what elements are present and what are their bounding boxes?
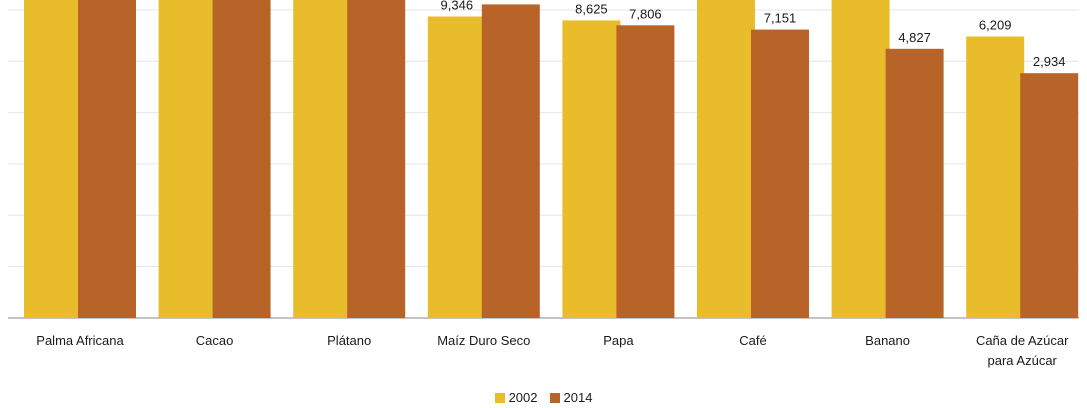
category-label-5: Café bbox=[739, 333, 766, 348]
legend-swatch-2002 bbox=[494, 392, 505, 403]
data-label-2002-7: 6,209 bbox=[979, 18, 1012, 33]
legend-label-2014: 2014 bbox=[563, 390, 593, 405]
category-label-7: Caña de Azúcar para Azúcar bbox=[976, 333, 1069, 368]
bar-2002-4 bbox=[562, 20, 621, 319]
category-label-line: para Azúcar bbox=[988, 353, 1058, 368]
category-label-line: Cacao bbox=[196, 333, 234, 348]
category-label-0: Palma Africana bbox=[36, 333, 124, 348]
legend: 2002 2014 bbox=[0, 390, 1087, 405]
legend-item-2002: 2002 bbox=[494, 390, 538, 405]
bars bbox=[24, 0, 1079, 319]
bar-2002-6 bbox=[831, 0, 890, 319]
data-label-2014-5: 7,151 bbox=[764, 11, 797, 26]
bar-2002-3 bbox=[427, 16, 486, 318]
category-label-3: Maíz Duro Seco bbox=[437, 333, 530, 348]
bar-2002-0 bbox=[24, 0, 82, 318]
category-label-2: Plátano bbox=[327, 333, 371, 348]
data-label-2014-4: 7,806 bbox=[629, 6, 662, 21]
legend-swatch-2014 bbox=[549, 392, 560, 403]
bar-2014-4 bbox=[616, 25, 675, 319]
bar-2014-6 bbox=[885, 48, 944, 319]
category-label-line: Banano bbox=[865, 333, 910, 348]
category-label-line: Maíz Duro Seco bbox=[437, 333, 530, 348]
category-label-line: Papa bbox=[603, 333, 634, 348]
legend-label-2002: 2002 bbox=[508, 390, 538, 405]
data-label-2014-6: 4,827 bbox=[898, 30, 931, 45]
data-label-2014-7: 2,934 bbox=[1033, 54, 1066, 69]
bar-2002-2 bbox=[293, 0, 352, 318]
bar-2002-5 bbox=[697, 0, 755, 319]
data-labels: 65,821169,15953,30366,94720,54214,1929,3… bbox=[441, 0, 1066, 69]
bar-2014-7 bbox=[1020, 73, 1079, 318]
bar-2014-0 bbox=[78, 0, 136, 319]
category-label-4: Papa bbox=[603, 333, 634, 348]
category-labels: Palma Africana Cacao Plátano Maíz Duro Seco… bbox=[36, 333, 1069, 368]
legend-item-2014: 2014 bbox=[549, 390, 593, 405]
data-label-2002-3: 9,346 bbox=[441, 0, 474, 13]
category-label-6: Banano bbox=[865, 333, 910, 348]
category-label-line: Palma Africana bbox=[36, 333, 124, 348]
category-label-line: Plátano bbox=[327, 333, 371, 348]
bar-2002-7 bbox=[966, 36, 1025, 318]
bar-2002-1 bbox=[158, 0, 217, 319]
category-label-line: Caña de Azúcar bbox=[976, 333, 1069, 348]
bar-2014-1 bbox=[212, 0, 271, 318]
category-label-1: Cacao bbox=[196, 333, 234, 348]
data-label-2002-4: 8,625 bbox=[575, 1, 608, 16]
bar-2014-2 bbox=[347, 0, 406, 318]
category-label-line: Café bbox=[739, 333, 766, 348]
bar-2014-5 bbox=[751, 29, 809, 318]
bar-2014-3 bbox=[481, 4, 540, 319]
